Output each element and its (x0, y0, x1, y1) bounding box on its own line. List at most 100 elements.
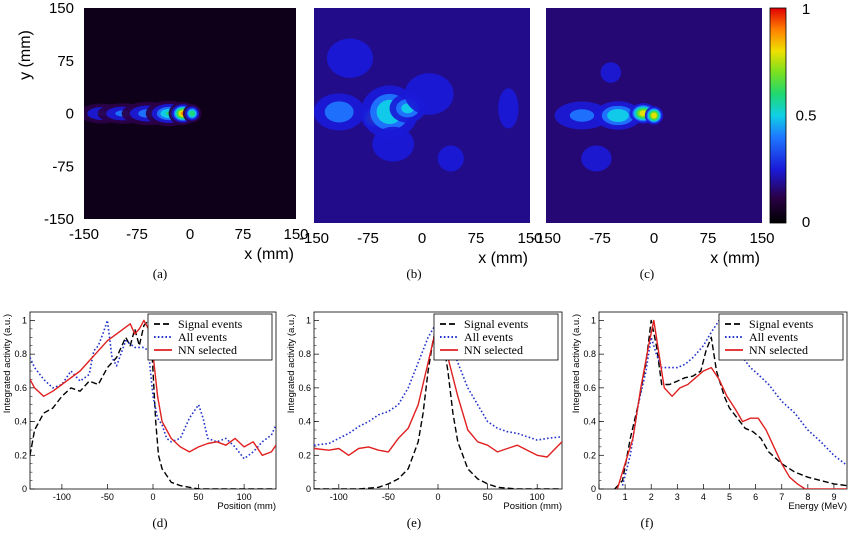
series-group (614, 319, 847, 489)
panel-caption: (c) (640, 266, 654, 281)
x-tick-label: -150 (531, 230, 561, 247)
legend-box (718, 313, 844, 361)
y-tick-label: 0.4 (14, 417, 27, 427)
panel-caption: (f) (641, 515, 654, 530)
panel-caption: (b) (406, 266, 421, 281)
heatmap-blob (651, 112, 657, 119)
x-tick-label: 3 (675, 492, 680, 502)
x-tick-label: 0 (418, 230, 426, 247)
heatmap-cells (314, 38, 519, 172)
y-tick-label: 0 (66, 106, 74, 123)
y-tick-label: -150 (44, 211, 74, 228)
y-tick-label: 1 (306, 315, 311, 325)
heatmap-blob (326, 38, 374, 78)
x-tick-label: -100 (330, 492, 348, 502)
x-tick-label: -50 (101, 492, 114, 502)
y-axis-label: y (mm) (17, 30, 34, 80)
legend-box (433, 313, 559, 361)
x-tick-label: 8 (805, 492, 810, 502)
legend-label: Signal events (464, 317, 529, 331)
heatmap-panel: -150 -75 0 75 150 x (mm) 150 75 0 -75 -150 y (mm) (a… (17, 0, 309, 281)
x-tick-label: -150 (69, 226, 99, 243)
x-tick-label: 100 (237, 492, 252, 502)
y-tick-label: 0 (591, 484, 596, 494)
y-tick-label: 0.8 (14, 349, 27, 359)
y-axis-label: Integrated activity (a.u.) (286, 314, 297, 413)
heatmap-blob (600, 62, 622, 83)
legend-label: All events (749, 330, 798, 344)
heatmap-blob (404, 73, 454, 115)
x-tick-label: 75 (235, 226, 252, 243)
y-tick-label: 0.6 (583, 383, 596, 393)
legend-label: NN selected (749, 343, 808, 357)
y-axis-label: Integrated activity (a.u.) (571, 314, 582, 413)
legend-label: All events (178, 330, 227, 344)
x-tick-label: 2 (649, 492, 654, 502)
heatmap-cells (84, 100, 202, 127)
y-tick-label: 0.2 (14, 450, 27, 460)
x-axis-label: Position (mm) (217, 501, 276, 512)
x-tick-label: -75 (357, 230, 379, 247)
x-tick-label: 5 (727, 492, 732, 502)
y-tick-label: 1 (591, 315, 596, 325)
y-tick-label: 0 (306, 484, 311, 494)
y-tick-label: 0.2 (583, 450, 596, 460)
x-tick-label: -75 (589, 230, 611, 247)
y-tick-label: 75 (57, 53, 74, 70)
y-tick-label: 1 (22, 315, 27, 325)
series-line-signal-events (614, 319, 847, 489)
x-axis-label: x (mm) (244, 246, 294, 263)
x-axis-label: Energy (MeV) (788, 501, 847, 512)
x-tick-label: -50 (382, 492, 395, 502)
y-tick-label: 0.8 (298, 349, 311, 359)
x-tick-label: 4 (701, 492, 706, 502)
heatmap-blob (189, 110, 195, 117)
x-tick-label: 0 (435, 492, 440, 502)
panel-caption: (a) (153, 266, 167, 281)
x-tick-label: 150 (283, 226, 308, 243)
x-tick-label: 150 (749, 230, 774, 247)
y-tick-label: 0.6 (298, 383, 311, 393)
heatmap-blob (324, 101, 354, 123)
x-axis-label: Position (mm) (503, 501, 562, 512)
legend-label: NN selected (178, 343, 237, 357)
legend-label: NN selected (464, 343, 523, 357)
heatmap-panel: -150 -75 0 75 150 x (mm) (b) (299, 8, 543, 281)
x-tick-label: -150 (299, 230, 329, 247)
x-tick-label: 0 (186, 226, 194, 243)
colorbar-tick-label: 0 (802, 214, 810, 231)
y-tick-label: 150 (49, 0, 74, 17)
x-tick-label: 0 (650, 230, 658, 247)
x-tick-label: 150 (517, 230, 542, 247)
x-axis-label: x (mm) (710, 250, 760, 267)
heatmap-blob (437, 145, 464, 172)
series-line-nn-selected (616, 319, 847, 489)
x-tick-label: 100 (530, 492, 545, 502)
y-tick-label: 0.2 (298, 450, 311, 460)
x-axis-label: x (mm) (478, 250, 528, 267)
heatmap-blob (581, 145, 612, 172)
legend-box (147, 313, 273, 361)
colorbar-tick-label: 1 (802, 1, 810, 18)
y-tick-label: 0.4 (583, 417, 596, 427)
x-tick-label: 0 (150, 492, 155, 502)
heatmap-row: -150 -75 0 75 150 x (mm) 150 75 0 -75 -150 y (mm) (a… (17, 0, 816, 281)
x-tick-label: -100 (53, 492, 71, 502)
x-tick-label: 50 (483, 492, 493, 502)
x-tick-label: 7 (779, 492, 784, 502)
heatmap-blob (569, 109, 595, 122)
x-tick-label: 75 (700, 230, 717, 247)
x-tick-label: 50 (194, 492, 204, 502)
heatmap-blob (607, 109, 629, 122)
panel-caption: (d) (152, 515, 167, 530)
x-tick-label: 6 (753, 492, 758, 502)
x-tick-label: 75 (468, 230, 485, 247)
x-tick-label: 0 (596, 492, 601, 502)
y-axis-label: Integrated activity (a.u.) (2, 314, 13, 413)
y-tick-label: -75 (52, 158, 74, 175)
